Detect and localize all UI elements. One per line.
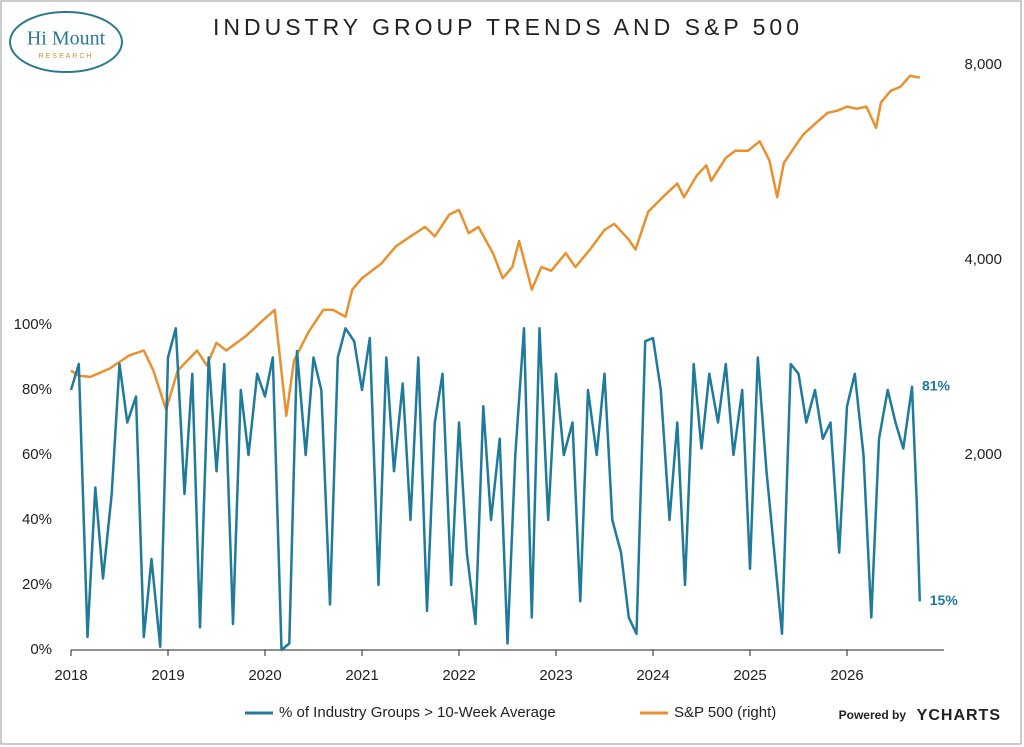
y-tick-label: 0% xyxy=(30,641,52,658)
logo-sub: RESEARCH xyxy=(39,53,94,60)
y-tick-label: 100% xyxy=(14,316,52,333)
legend-label: S&P 500 (right) xyxy=(674,704,776,721)
logo-ring xyxy=(9,11,123,73)
credit-prefix: Powered by xyxy=(839,708,907,722)
annotation: 15% xyxy=(930,592,959,608)
y2-tick-label: 8,000 xyxy=(964,56,1002,73)
x-tick-label: 2020 xyxy=(248,667,281,684)
y-tick-label: 80% xyxy=(22,381,52,398)
logo-name: Hi Mount xyxy=(27,28,106,50)
credit-brand: YCHARTS xyxy=(917,707,1001,724)
y2-tick-label: 4,000 xyxy=(964,251,1002,268)
x-tick-label: 2023 xyxy=(539,667,572,684)
annotation: 81% xyxy=(922,377,951,393)
y-tick-label: 20% xyxy=(22,576,52,593)
series-line xyxy=(69,327,922,652)
x-tick-label: 2026 xyxy=(830,667,863,684)
series-line xyxy=(70,74,921,417)
y2-tick-label: 2,000 xyxy=(964,446,1002,463)
y-tick-label: 60% xyxy=(22,446,52,463)
y-tick-label: 40% xyxy=(22,511,52,528)
x-tick-label: 2024 xyxy=(636,667,669,684)
x-tick-label: 2025 xyxy=(733,667,766,684)
chart-title: INDUSTRY GROUP TRENDS AND S&P 500 xyxy=(213,14,803,40)
x-tick-label: 2018 xyxy=(54,667,87,684)
x-tick-label: 2021 xyxy=(345,667,378,684)
legend-label: % of Industry Groups > 10-Week Average xyxy=(279,704,556,721)
x-tick-label: 2022 xyxy=(442,667,475,684)
x-tick-label: 2019 xyxy=(151,667,184,684)
